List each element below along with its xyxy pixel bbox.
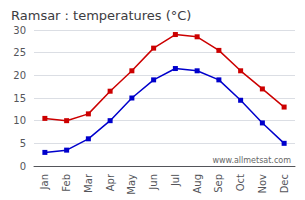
- svg-text:15: 15: [13, 93, 26, 104]
- svg-text:Mar: Mar: [83, 173, 94, 193]
- svg-text:Jan: Jan: [39, 174, 50, 190]
- svg-text:Dec: Dec: [279, 174, 290, 193]
- svg-text:25: 25: [13, 47, 26, 58]
- svg-text:0: 0: [20, 161, 26, 172]
- svg-text:Aug: Aug: [192, 174, 203, 194]
- svg-text:5: 5: [20, 138, 26, 149]
- svg-text:Sep: Sep: [213, 174, 224, 193]
- svg-text:Jul: Jul: [170, 174, 181, 187]
- svg-text:Nov: Nov: [257, 174, 268, 194]
- svg-text:www.allmetsat.com: www.allmetsat.com: [213, 156, 292, 165]
- svg-text:Ramsar : temperatures (°C): Ramsar : temperatures (°C): [11, 8, 191, 23]
- svg-text:Apr: Apr: [105, 173, 116, 191]
- svg-text:30: 30: [13, 25, 26, 36]
- svg-text:May: May: [126, 174, 137, 195]
- svg-text:Feb: Feb: [61, 174, 72, 192]
- svg-text:10: 10: [13, 115, 26, 126]
- svg-text:Jun: Jun: [148, 174, 159, 191]
- svg-text:Oct: Oct: [235, 174, 246, 191]
- svg-text:20: 20: [13, 70, 26, 81]
